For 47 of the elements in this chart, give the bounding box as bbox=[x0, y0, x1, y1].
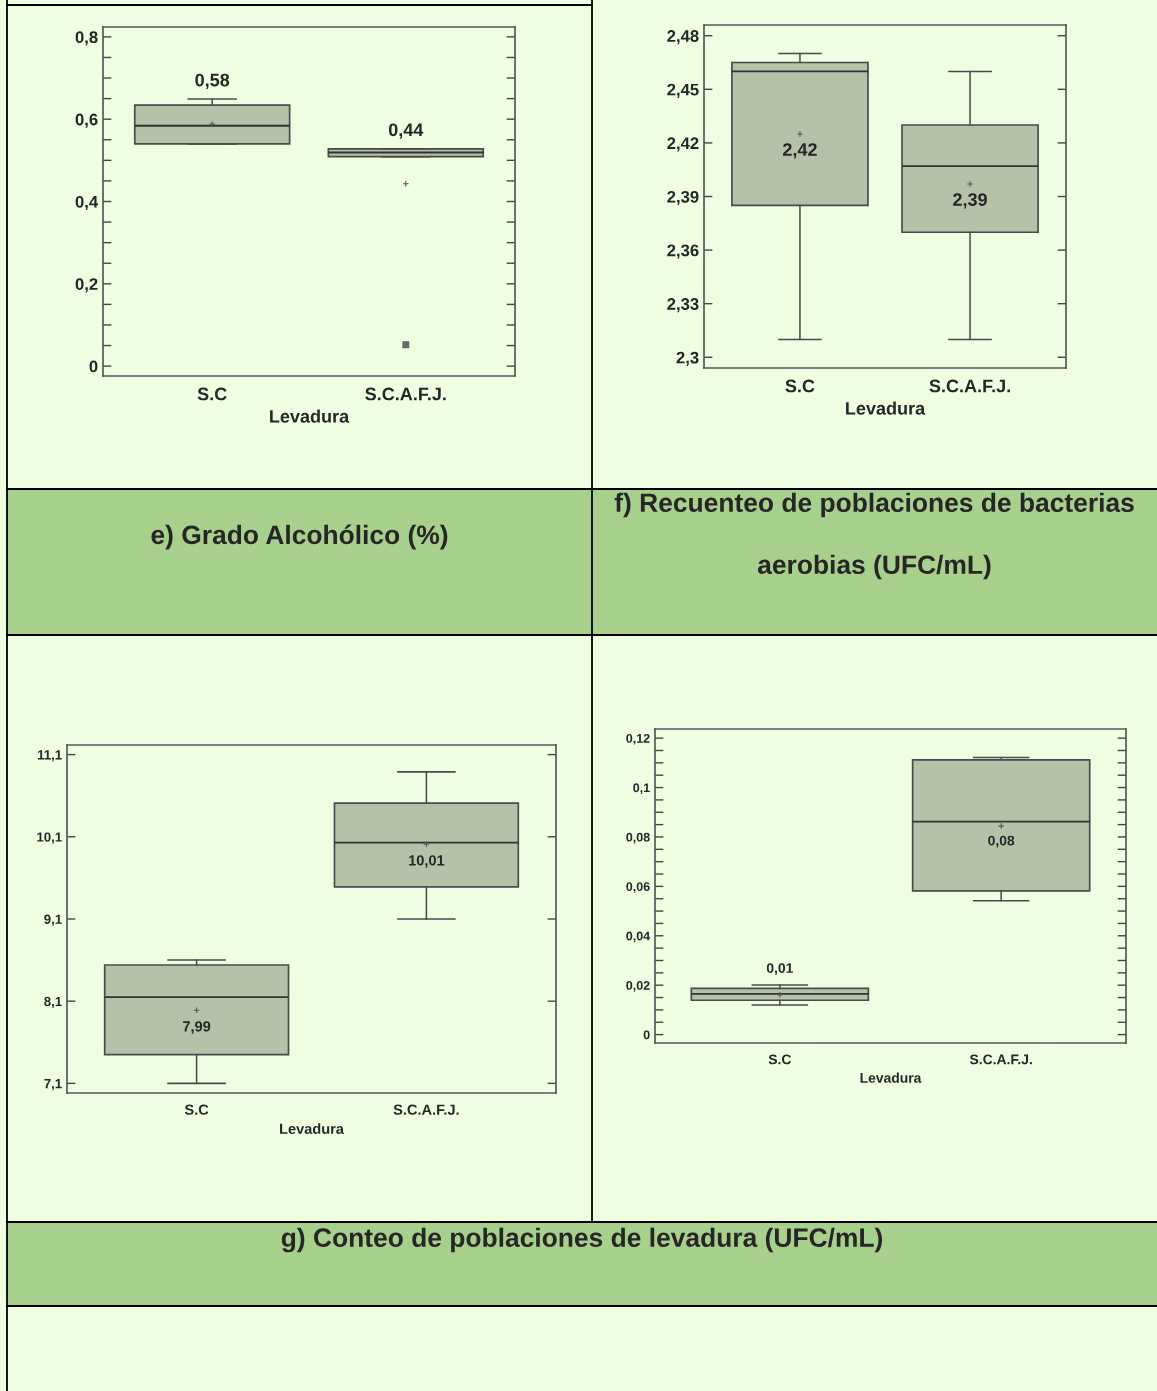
y-tick-label: 0,06 bbox=[626, 882, 650, 893]
x-tick-label: S.C.A.F.J. bbox=[929, 379, 1010, 393]
y-tick-label: 2,36 bbox=[667, 244, 699, 259]
x-tick-label: S.C.A.F.J. bbox=[969, 1054, 1032, 1065]
y-tick-label: 0,04 bbox=[626, 931, 651, 943]
y-tick-label: 0,8 bbox=[75, 31, 98, 46]
annotation: 7,99 bbox=[183, 1021, 211, 1034]
x-tick-label: S.C bbox=[197, 387, 227, 401]
y-tick-label: 2,45 bbox=[667, 83, 699, 98]
y-tick-label: 2,39 bbox=[667, 190, 699, 206]
y-tick-label: 2,42 bbox=[667, 137, 699, 152]
annotation: 0,44 bbox=[388, 123, 424, 139]
y-tick-label: 0,4 bbox=[75, 195, 99, 211]
annotation: 2,39 bbox=[953, 193, 987, 209]
y-tick-label: 2,33 bbox=[667, 298, 699, 313]
y-tick-label: 7,1 bbox=[44, 1079, 62, 1091]
annotation: 0,08 bbox=[988, 835, 1015, 848]
y-tick-label: 8,1 bbox=[44, 996, 62, 1009]
annotation: 0,58 bbox=[195, 73, 230, 90]
y-tick-label: 11,1 bbox=[38, 750, 62, 762]
y-tick-label: 0,12 bbox=[626, 733, 650, 745]
y-tick-label: 0 bbox=[643, 1030, 650, 1040]
x-tick-label: S.C.A.F.J. bbox=[393, 1104, 459, 1115]
annotation: 10,01 bbox=[409, 855, 445, 868]
y-tick-label: 2,48 bbox=[667, 30, 699, 45]
y-tick-label: 0,1 bbox=[633, 783, 650, 795]
x-tick-label: S.C bbox=[184, 1104, 209, 1115]
x-axis-title: Levadura bbox=[270, 409, 350, 423]
x-tick-label: S.C bbox=[768, 1054, 792, 1065]
y-tick-label: 9,1 bbox=[44, 914, 62, 926]
x-tick-label: S.C bbox=[785, 379, 815, 393]
text: e) Grado Alcohólico (%) bbox=[151, 524, 448, 550]
y-tick-label: 0,08 bbox=[626, 832, 650, 844]
y-tick-label: 0,6 bbox=[75, 113, 98, 128]
annotation: 0,01 bbox=[766, 963, 793, 975]
y-tick-label: 2,3 bbox=[676, 351, 699, 366]
y-tick-label: 0,2 bbox=[75, 278, 98, 293]
y-tick-label: 0 bbox=[89, 360, 98, 373]
x-tick-label: S.C.A.F.J. bbox=[365, 387, 446, 401]
x-axis-title: Levadura bbox=[280, 1123, 345, 1134]
x-axis-title: Levadura bbox=[860, 1072, 922, 1083]
text: g) Conteo de poblaciones de levadura (UFC/mL) bbox=[281, 1227, 883, 1253]
y-tick-label: 0,02 bbox=[626, 980, 650, 992]
x-axis-title: Levadura bbox=[846, 401, 926, 415]
chart-title: f) Recuenteo de poblaciones de bacterias aerobias (UFC/mL) bbox=[614, 492, 1134, 580]
y-tick-label: 10,1 bbox=[37, 832, 62, 844]
annotation: 2,42 bbox=[783, 143, 817, 159]
